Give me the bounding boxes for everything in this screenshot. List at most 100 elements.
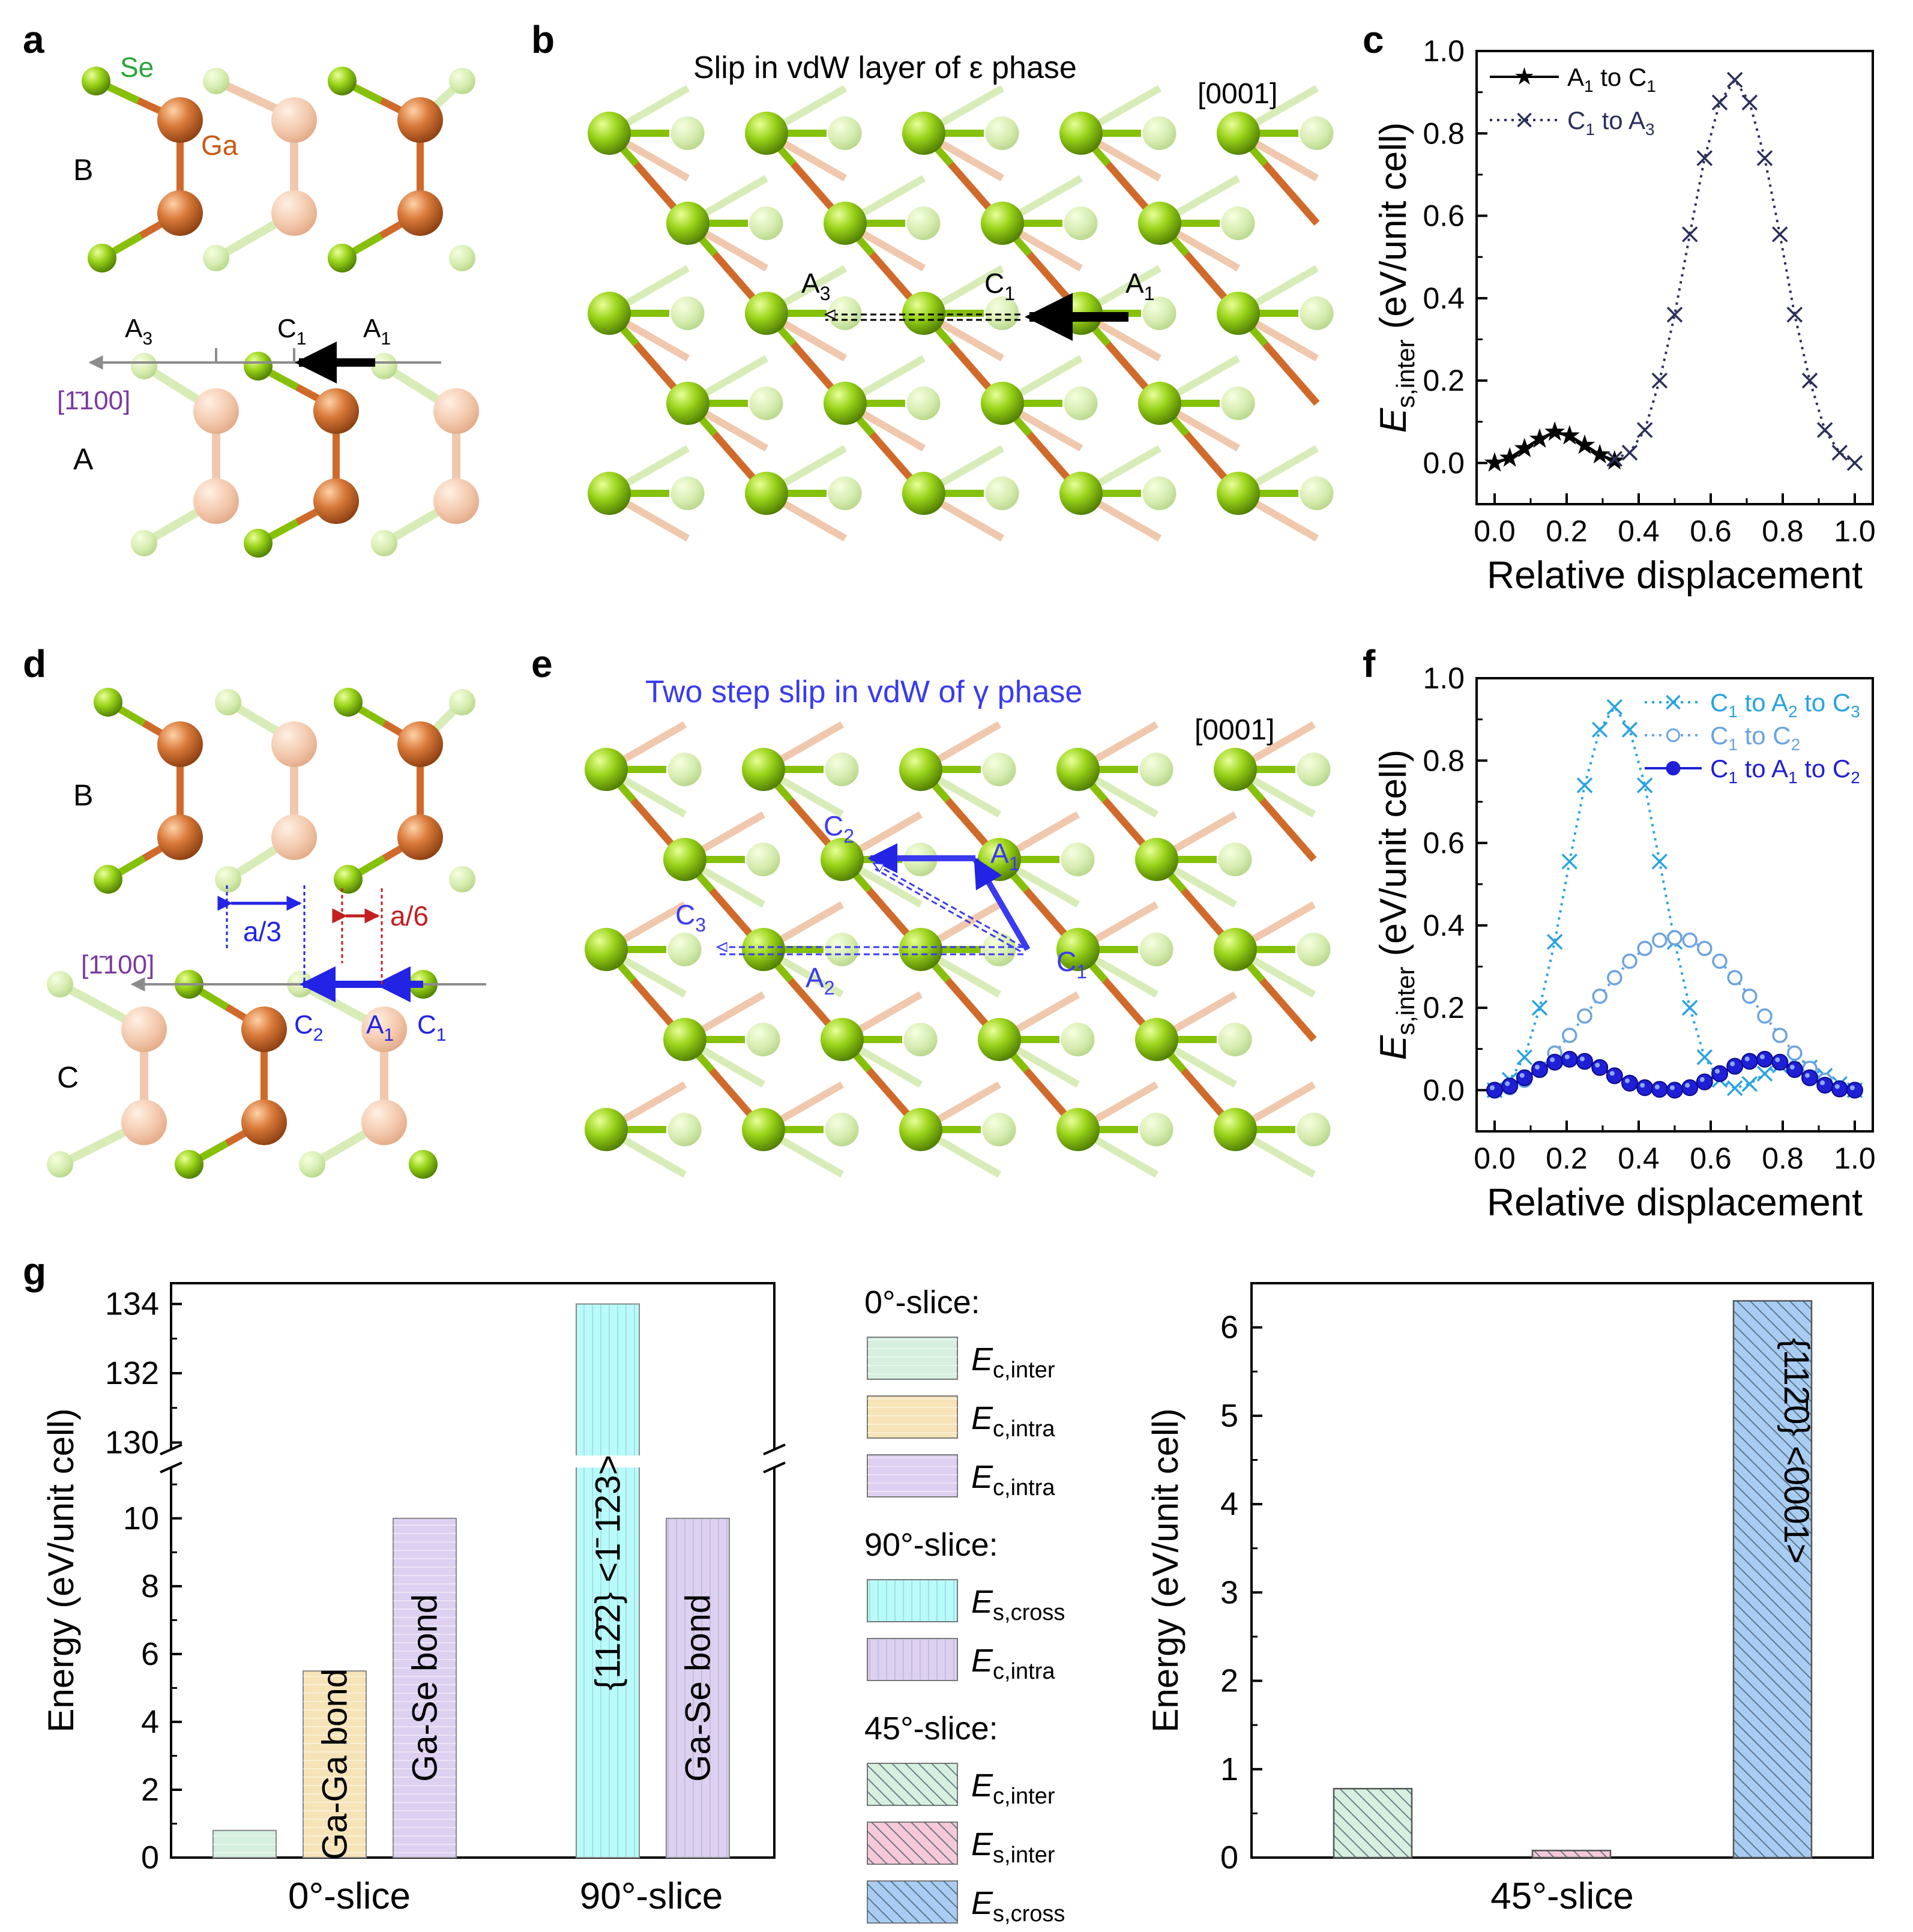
data-point-highlight <box>1535 1065 1540 1070</box>
legend-label: Ec,inter <box>971 1341 1055 1383</box>
data-point <box>1562 1028 1577 1043</box>
se-atom-faded <box>1300 116 1334 150</box>
data-point-highlight <box>1505 1081 1510 1086</box>
se-atom <box>899 748 942 791</box>
data-point <box>1757 1008 1773 1024</box>
data-point <box>1592 989 1607 1004</box>
data-point <box>1816 422 1833 438</box>
data-point-highlight <box>1789 1065 1795 1070</box>
legend-label: C1 to A3 <box>1567 106 1655 139</box>
lattice-bright-bonds <box>606 130 1320 497</box>
data-point <box>1727 970 1743 986</box>
lattice-atoms <box>588 112 1334 515</box>
se-atom <box>588 112 631 155</box>
lattice-bright-bonds <box>603 766 1317 1133</box>
data-point <box>1621 721 1638 738</box>
x-tick-label: 0.2 <box>1546 1142 1588 1175</box>
layer-label-b-d: B <box>73 778 93 812</box>
y-tick-label: 0.2 <box>1423 364 1465 397</box>
y-tick-label: 0.8 <box>1423 744 1465 777</box>
y-tick-label: 0.4 <box>1423 909 1465 942</box>
data-point <box>1831 1080 1848 1098</box>
data-point <box>1561 1050 1578 1068</box>
legend-group-title: 0°-slice: <box>864 1284 980 1320</box>
data-point <box>1666 307 1683 323</box>
data-point <box>1846 1082 1863 1099</box>
site-label-e-c1: C1 <box>1056 946 1087 983</box>
legend-swatch-pattern <box>867 1337 957 1379</box>
se-atom <box>585 928 628 971</box>
se-atom-faded <box>1139 933 1173 966</box>
data-point <box>1577 1008 1592 1024</box>
site-label-e-c3: C3 <box>675 899 706 936</box>
se-atom <box>1138 382 1181 425</box>
se-atom <box>1217 472 1260 515</box>
se-atom-faded <box>1061 843 1095 876</box>
data-point <box>1816 1077 1834 1094</box>
data-point <box>1591 1059 1609 1076</box>
site-label-c1: C1 <box>277 314 306 349</box>
bar-pattern <box>1532 1850 1610 1858</box>
bar-pattern <box>1734 1301 1812 1858</box>
se-atom-faded <box>749 387 783 420</box>
legend-marker <box>1666 761 1681 775</box>
se-atom <box>1056 1108 1100 1151</box>
x-tick-label: 0.6 <box>1690 1142 1732 1175</box>
panel-d-structure: a/3 a/6 B C [1̄100] C2 A1 C1 <box>47 688 486 1179</box>
panel-letter-f: f <box>1363 642 1376 685</box>
data-point <box>1787 1045 1803 1061</box>
se-atom-faded <box>903 1023 938 1056</box>
axis-break-mark <box>160 1443 182 1455</box>
x-axis-label: Relative displacement <box>1487 1181 1863 1224</box>
y-tick-label: 0.6 <box>1423 826 1465 860</box>
bar-pattern <box>213 1830 276 1858</box>
legend-swatch-pattern <box>867 1396 957 1438</box>
data-point <box>1651 1080 1668 1098</box>
legend-label: Ec,intra <box>971 1400 1055 1442</box>
bar: Ga-Se bond <box>666 1517 730 1859</box>
slip-arrow-e-dash2 <box>875 868 1021 952</box>
y-tick-label: 1 <box>1220 1751 1238 1787</box>
x-tick-label: 1.0 <box>1834 1142 1876 1175</box>
legend-group-title: 90°-slice: <box>864 1527 998 1563</box>
data-point <box>1651 853 1668 870</box>
y-tick-label: 3 <box>1220 1574 1238 1610</box>
bar-label: Ga-Se bond <box>679 1594 718 1782</box>
data-point <box>1726 1080 1743 1097</box>
se-atom <box>742 928 785 971</box>
y-tick-label: 0.8 <box>1423 116 1465 150</box>
se-atom <box>745 112 788 155</box>
chart-g-right: 0 1 2 3 4 5 6 Energy (eV/unit cell) {112̄0} <000… <box>1145 1282 1874 1917</box>
se-atom <box>663 838 706 881</box>
data-point <box>1589 444 1610 464</box>
panel-b-axis: [0001] <box>1198 78 1277 110</box>
se-atom-faded <box>746 843 780 876</box>
se-atom <box>585 748 628 791</box>
se-atom <box>978 1018 1021 1061</box>
legend-marker <box>1515 67 1534 85</box>
bar-pattern <box>576 1458 639 1858</box>
axis-break-mark <box>160 1461 182 1473</box>
panel-e-lattice: Two step slip in vdW of γ phase [0001] C… <box>585 675 1331 1178</box>
direction-label-a: [1̄100] <box>57 386 130 415</box>
y-tick-label: 0.2 <box>1423 991 1465 1025</box>
data-point <box>1666 1082 1683 1099</box>
data-point <box>1726 1058 1744 1075</box>
y-tick-label: 0.4 <box>1423 281 1465 315</box>
se-atom-faded <box>906 387 941 420</box>
data-point <box>1576 777 1593 793</box>
data-point <box>1606 451 1623 467</box>
data-point <box>1637 940 1652 957</box>
data-point <box>1801 372 1818 389</box>
se-atom <box>742 748 785 791</box>
y-axis-label: Es,inter (eV/unit cell) <box>1373 122 1420 433</box>
panel-a-structure: Se Ga B A A3 C1 A1 [1̄100] <box>57 52 479 558</box>
chart-g-left: 0 2 4 6 8 10 130 132 134 Energy (eV/unit cell) Ga-… <box>41 1282 786 1917</box>
bar-break-gap <box>574 1455 642 1467</box>
data-point <box>1531 999 1548 1016</box>
y-tick-label: 0 <box>1220 1840 1238 1876</box>
data-point <box>1622 953 1637 969</box>
x-tick-label: 0.4 <box>1618 1142 1660 1175</box>
data-point <box>1529 428 1550 448</box>
se-atom-faded <box>828 116 862 150</box>
